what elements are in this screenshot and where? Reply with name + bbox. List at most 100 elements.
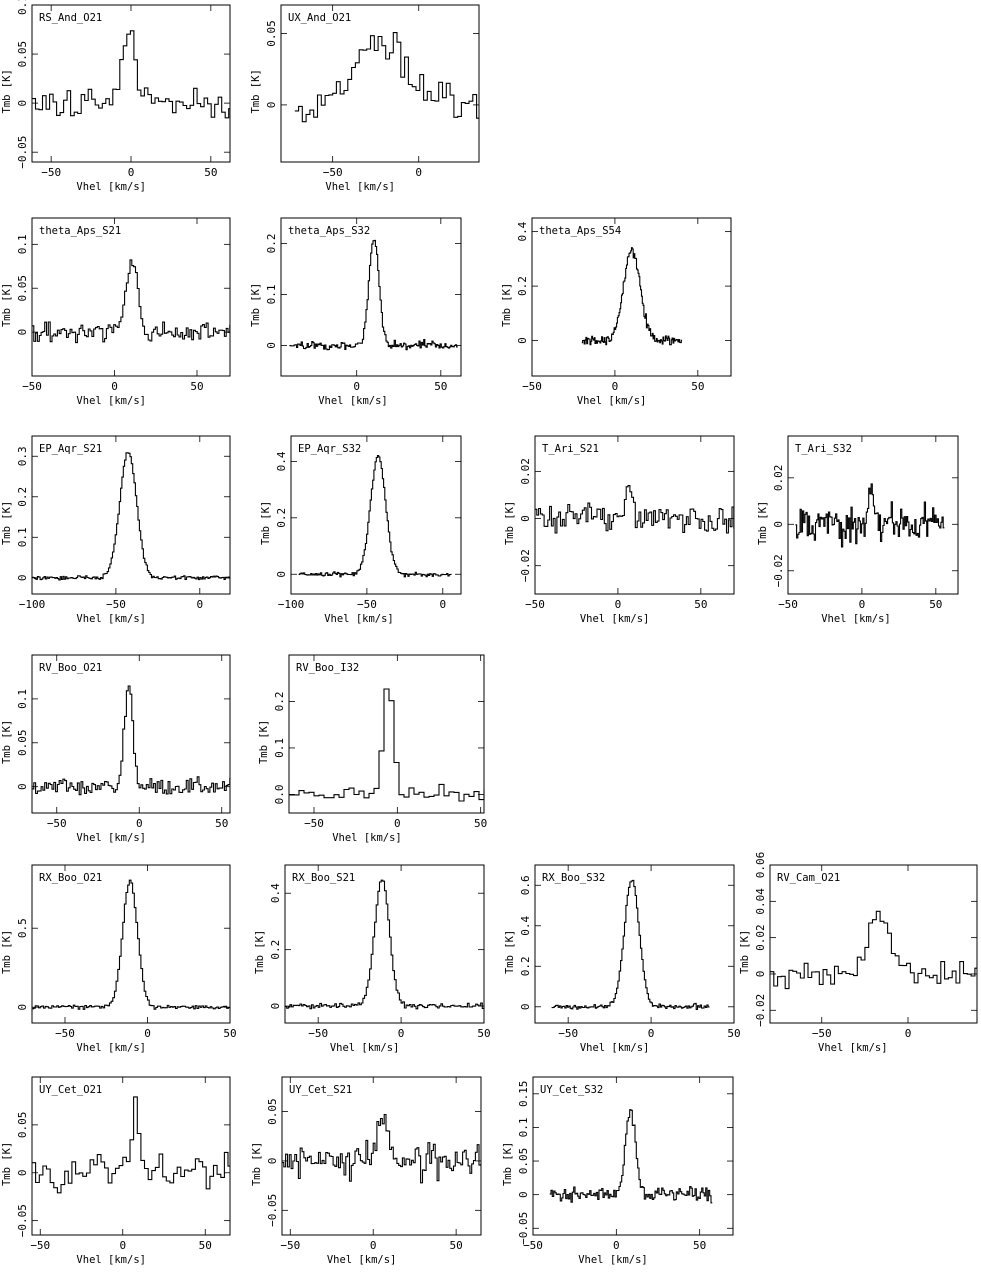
x-tick-label: 50 (727, 1027, 740, 1040)
y-axis-label: Tmb [K] (251, 1142, 263, 1186)
x-tick-label: 0 (353, 380, 360, 393)
y-tick-label: 0.05 (16, 730, 29, 757)
y-tick-label: 0.1 (16, 527, 29, 547)
panel-title: RX_Boo_S32 (542, 872, 605, 884)
x-tick-label: 50 (190, 380, 203, 393)
x-tick-label: 50 (929, 598, 942, 611)
plot-frame (769, 864, 978, 1024)
y-tick-label: 0.2 (269, 940, 282, 960)
y-axis-label: Tmb [K] (1, 69, 13, 113)
x-tick-label: 0 (128, 166, 135, 179)
y-tick-label: 0 (519, 1003, 532, 1010)
x-tick-label: −50 (55, 1027, 75, 1040)
y-tick-label: 0 (16, 1169, 29, 1176)
y-tick-label: 0.1 (265, 285, 278, 305)
panel-theta_Aps_S54: −50 0 50 0 0.2 0.4 theta_Aps_S54 Vhel [km/s] Tmb… (501, 217, 732, 407)
y-tick-label: −0.05 (16, 136, 29, 169)
panel-UY_Cet_O21: −50 0 50 −0.05 0 0.05 UY_Cet_O21 Vhel [km/s] Tmb… (1, 1076, 231, 1266)
plot-frame (532, 1076, 734, 1236)
y-axis-label: Tmb [K] (501, 283, 513, 327)
panel-title: EP_Aqr_S21 (39, 443, 102, 455)
x-axis-label: Vhel [km/s] (76, 1042, 146, 1054)
x-tick-label: −50 (41, 166, 61, 179)
panel-RS_And_O21: −50 0 50 −0.05 0 0.05 0.1 RS_And_O21 Vhel [km/s]… (1, 0, 231, 193)
spectrum-line (32, 259, 231, 344)
y-tick-label: −0.02 (754, 994, 767, 1027)
x-axis-label: Vhel [km/s] (318, 395, 388, 407)
x-tick-label: 0 (144, 1027, 151, 1040)
panel-title: RV_Cam_O21 (777, 872, 840, 884)
panel-title: RX_Boo_O21 (39, 872, 102, 884)
x-tick-label: 50 (223, 1027, 236, 1040)
y-tick-label: 0 (516, 337, 529, 344)
y-tick-label: 0.5 (16, 918, 29, 938)
y-tick-label: 0.02 (754, 924, 767, 951)
panel-RX_Boo_S21: −50 0 50 0 0.2 0.4 RX_Boo_S21 Vhel [km/s] Tmb [K… (254, 864, 491, 1054)
y-tick-label: 0.4 (516, 221, 529, 241)
y-tick-label: −0.02 (772, 554, 785, 587)
x-axis-label: Vhel [km/s] (76, 613, 146, 625)
x-tick-label: 0 (370, 1239, 377, 1252)
panel-RV_Boo_O21: −50 0 50 0 0.05 0.1 RV_Boo_O21 Vhel [km/s] Tmb [… (1, 654, 231, 844)
spectrum-line (795, 483, 945, 548)
x-tick-label: −50 (47, 817, 67, 830)
x-tick-label: 0 (394, 817, 401, 830)
x-axis-label: Vhel [km/s] (324, 613, 394, 625)
y-tick-label: 0.4 (519, 915, 532, 935)
y-tick-label: 0 (754, 971, 767, 978)
spectrum-line (289, 688, 485, 802)
x-axis-label: Vhel [km/s] (818, 1042, 888, 1054)
panel-T_Ari_S32: −50 0 50 −0.02 0 0.02 T_Ari_S32 Vhel [km/s] Tmb … (757, 435, 959, 625)
panel-RX_Boo_S32: −50 0 50 0 0.2 0.4 0.6 RX_Boo_S32 Vhel [km/s] Tmb… (504, 864, 741, 1054)
x-tick-label: −50 (357, 598, 377, 611)
panel-RV_Boo_I32: −50 0 50 0.0 0.1 0.2 RV_Boo_I32 Vhel [km/s] Tmb … (258, 654, 487, 844)
y-tick-label: 0.05 (16, 275, 29, 302)
plot-frame (31, 4, 231, 163)
spectrum-line (32, 452, 230, 581)
x-tick-label: 0 (905, 1027, 912, 1040)
y-tick-label: 0 (16, 783, 29, 790)
panel-RX_Boo_O21: −50 0 50 0 0.5 RX_Boo_O21 Vhel [km/s] Tmb [K] (1, 864, 237, 1054)
panel-theta_Aps_S32: 0 50 0 0.1 0.2 theta_Aps_S32 Vhel [km/s] Tmb [K… (250, 217, 462, 407)
panel-title: UX_And_O21 (288, 12, 351, 24)
x-tick-label: −50 (558, 1027, 578, 1040)
y-tick-label: 0.02 (519, 458, 532, 485)
y-axis-label: Tmb [K] (254, 930, 266, 974)
y-tick-label: 0 (772, 521, 785, 528)
x-axis-label: Vhel [km/s] (821, 613, 891, 625)
panel-title: T_Ari_S21 (542, 443, 599, 455)
spectrum-line (32, 685, 231, 796)
y-axis-label: Tmb [K] (260, 501, 272, 545)
panel-title: theta_Aps_S21 (39, 225, 121, 237)
plot-frame (534, 435, 735, 595)
spectrum-line (551, 879, 710, 1011)
x-tick-label: 50 (691, 380, 704, 393)
x-tick-label: 50 (215, 817, 228, 830)
panel-title: theta_Aps_S32 (288, 225, 370, 237)
x-tick-label: 50 (434, 380, 447, 393)
spectrum-line (298, 455, 452, 578)
x-axis-label: Vhel [km/s] (332, 832, 402, 844)
y-tick-label: 0.06 (754, 852, 767, 879)
x-tick-label: −50 (22, 380, 42, 393)
y-tick-label: 0.1 (16, 0, 29, 15)
y-tick-label: 0 (265, 342, 278, 349)
spectrum-line (770, 910, 977, 990)
spectrum-line (32, 1096, 230, 1194)
spectrum-line (32, 879, 231, 1010)
plot-frame (31, 654, 231, 814)
x-tick-label: 0 (119, 1239, 126, 1252)
panel-EP_Aqr_S32: −100 −50 0 0 0.2 0.4 EP_Aqr_S32 Vhel [km/s] Tmb … (260, 435, 462, 625)
x-tick-label: −50 (308, 1027, 328, 1040)
x-tick-label: −50 (523, 1239, 543, 1252)
y-tick-label: 0 (16, 100, 29, 107)
x-axis-label: Vhel [km/s] (577, 395, 647, 407)
x-axis-label: Vhel [km/s] (580, 613, 650, 625)
y-tick-label: 0 (265, 102, 278, 109)
y-tick-label: 0.1 (273, 738, 286, 758)
x-tick-label: 50 (693, 1239, 706, 1252)
spectrum-line (285, 879, 485, 1010)
panel-title: UY_Cet_O21 (39, 1084, 102, 1096)
x-tick-label: −50 (778, 598, 798, 611)
